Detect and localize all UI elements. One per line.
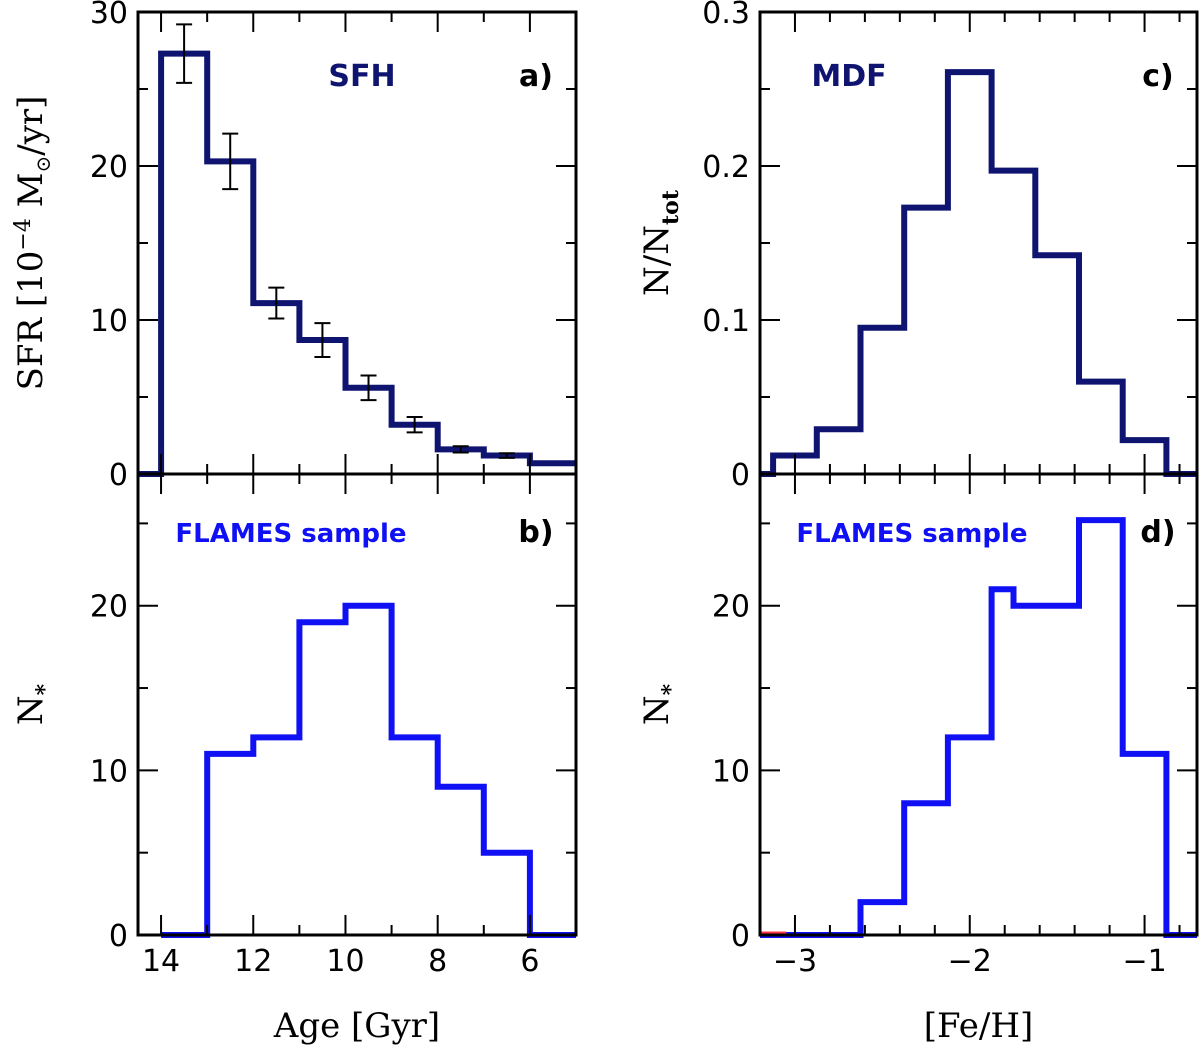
histogram-a: [138, 50, 576, 477]
y-axis-title: SFR [10−4 M⊙/yr]: [11, 96, 55, 391]
axes-layer: [136, 10, 1199, 937]
error-bar: [498, 452, 515, 459]
panel-label: d): [1140, 515, 1175, 550]
y-axis-title: N/Ntot: [637, 189, 684, 296]
data-layer: [138, 23, 1197, 938]
y-tick-label: 20: [90, 150, 128, 185]
panel-label: a): [519, 59, 553, 94]
panel-annotation: FLAMES sample: [796, 519, 1027, 549]
y-tick-label: 0.1: [702, 304, 750, 339]
panel-annotation: FLAMES sample: [175, 519, 406, 549]
x-tick-label: 14: [142, 944, 180, 979]
y-axis-title: N*: [11, 683, 58, 725]
y-tick-label: 0.3: [702, 0, 750, 31]
y-tick-label: 10: [712, 754, 750, 789]
x-tick-label: −3: [773, 944, 817, 979]
y-tick-label: 20: [712, 590, 750, 625]
error-bar: [314, 322, 331, 358]
error-bar: [222, 132, 239, 191]
error-bar: [176, 23, 193, 84]
axes-frame-b: [136, 472, 578, 937]
error-bar: [452, 445, 469, 454]
x-axis-title: Age [Gyr]: [273, 1006, 440, 1046]
x-axis-title: [Fe/H]: [924, 1006, 1034, 1046]
x-tick-label: −1: [1122, 944, 1166, 979]
histogram-b: [161, 602, 576, 938]
x-tick-label: 8: [428, 944, 447, 979]
x-tick-label: 12: [234, 944, 272, 979]
y-tick-label: 10: [90, 754, 128, 789]
y-tick-label: 0: [109, 458, 128, 493]
x-tick-label: 6: [520, 944, 539, 979]
y-tick-label: 0: [109, 919, 128, 954]
histogram-d: [760, 517, 1197, 938]
y-tick-label: 0: [731, 458, 750, 493]
y-axis-title: N*: [637, 683, 684, 725]
y-tick-label: 0: [731, 919, 750, 954]
text-layer: 0 10 20 30 SFH a) SFR [10−4 M⊙/yr] 0 10 20 14 12 10 8…: [11, 0, 1176, 1046]
panel-annotation: MDF: [811, 59, 886, 94]
error-bar: [360, 374, 377, 402]
y-tick-label: 0.2: [702, 150, 750, 185]
y-tick-label: 30: [90, 0, 128, 31]
error-bar: [406, 416, 423, 434]
panel-annotation: SFH: [328, 59, 395, 94]
panel-label: c): [1142, 59, 1174, 94]
x-tick-label: −2: [948, 944, 992, 979]
error-bar: [268, 286, 285, 320]
histogram-c: [760, 69, 1197, 477]
panel-label: b): [518, 515, 553, 550]
y-tick-label: 20: [90, 590, 128, 625]
x-tick-label: 10: [326, 944, 364, 979]
axes-frame-d: [758, 472, 1199, 937]
y-tick-label: 10: [90, 304, 128, 339]
